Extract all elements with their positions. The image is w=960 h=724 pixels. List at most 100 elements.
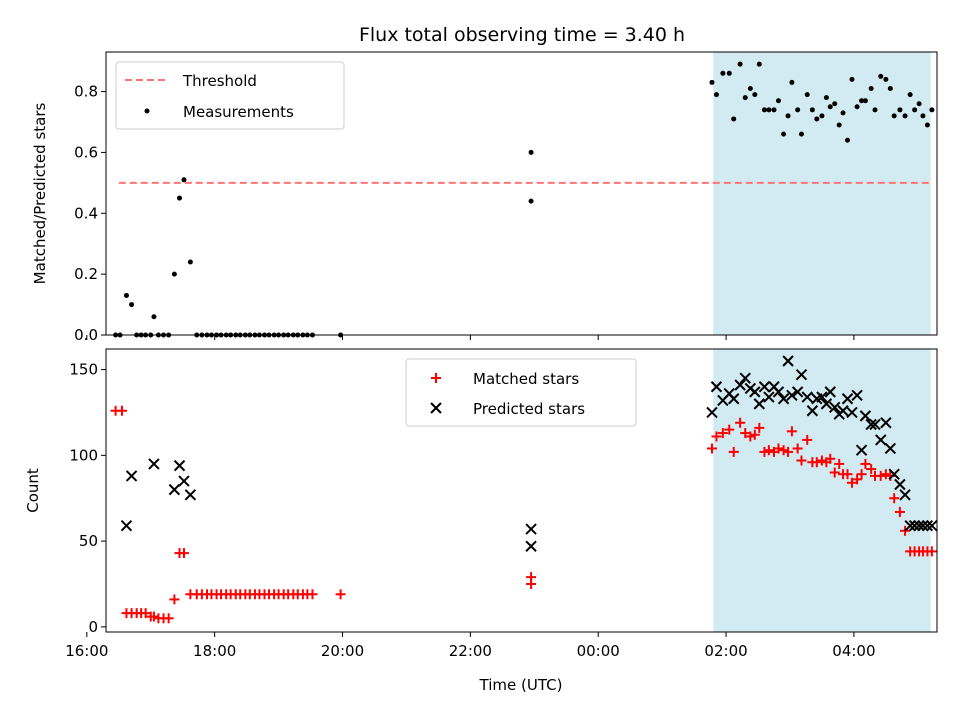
- matched-stars-point: [866, 464, 877, 475]
- matched-stars-point: [735, 417, 746, 428]
- measurement-point: [916, 101, 922, 107]
- top-axis-ticks: 0.0 0.2 0.4 0.6 0.8: [74, 83, 855, 344]
- predicted-stars-point: [824, 386, 836, 398]
- predicted-stars-point: [875, 434, 887, 446]
- predicted-stars-point: [782, 355, 794, 367]
- measurement-point: [836, 122, 842, 128]
- measurement-point: [752, 92, 758, 98]
- predicted-stars-point: [184, 489, 197, 501]
- measurement-point: [726, 70, 732, 76]
- bottom-xtick-label: 22:00: [449, 642, 492, 660]
- predicted-stars-point: [178, 475, 190, 487]
- legend-predicted-swatch: [430, 402, 442, 414]
- measurement-point: [854, 104, 860, 110]
- matched-stars-point: [526, 578, 537, 589]
- bottom-xtick-label: 18:00: [193, 642, 236, 660]
- predicted-stars-point: [908, 519, 921, 532]
- measurement-point: [823, 95, 829, 101]
- top-ytick-label: 0.4: [74, 204, 98, 222]
- matched-stars-point: [717, 428, 728, 439]
- matched-stars-point: [759, 446, 770, 457]
- predicted-stars-point: [884, 442, 897, 455]
- measurement-point: [883, 76, 889, 82]
- measurement-point: [720, 70, 726, 76]
- measurement-point: [761, 107, 767, 113]
- predicted-stars-point: [753, 398, 766, 410]
- matched-stars-point: [786, 426, 797, 437]
- predicted-stars-point: [851, 389, 863, 402]
- bottom-legend-box: [405, 358, 637, 427]
- measurement-point: [177, 195, 183, 201]
- measurement-point: [845, 137, 851, 143]
- predicted-stars-point: [791, 386, 804, 398]
- measurement-point: [887, 86, 893, 92]
- measurement-point: [929, 107, 935, 113]
- top-plot-frame: [105, 51, 938, 336]
- matched-stars-point: [307, 589, 318, 600]
- matched-stars-point: [706, 443, 717, 454]
- measurement-point: [747, 86, 753, 92]
- matched-stars-point: [880, 469, 891, 480]
- matched-stars-point: [900, 525, 911, 536]
- bottom-shaded-span: [713, 349, 931, 632]
- matched-stars-point: [116, 405, 127, 416]
- matched-stars-point: [711, 431, 722, 442]
- top-legend-box: [115, 61, 345, 130]
- predicted-stars-point: [899, 489, 911, 501]
- measurement-point: [766, 107, 772, 113]
- measurement-point: [709, 79, 715, 85]
- measurement-point: [756, 61, 762, 67]
- measurement-point: [731, 116, 737, 122]
- predicted-stars-point: [758, 381, 771, 393]
- legend-threshold-label: Threshold: [182, 72, 257, 90]
- measurement-point: [868, 86, 874, 92]
- matched-stars-point: [148, 611, 159, 622]
- bottom-ytick-label: 150: [69, 361, 98, 379]
- measurement-point: [819, 113, 825, 119]
- measurement-point: [528, 198, 534, 204]
- matched-stars-point: [842, 469, 853, 480]
- measurement-point: [129, 302, 135, 308]
- matched-stars-point: [792, 443, 803, 454]
- predicted-stars-point: [148, 458, 160, 470]
- predicted-stars-point: [820, 398, 833, 410]
- predicted-stars-point: [888, 468, 900, 480]
- predicted-stars-point: [763, 391, 775, 403]
- predicted-stars-point: [795, 369, 808, 381]
- predicted-stars-point: [168, 483, 181, 496]
- measurement-point: [859, 98, 865, 104]
- matched-stars-point: [745, 431, 756, 442]
- predicted-stars-point: [921, 519, 934, 532]
- predicted-stars-point: [786, 389, 798, 402]
- predicted-stars-point: [525, 540, 537, 552]
- legend-measurements-swatch: [144, 108, 150, 114]
- bottom-plot-frame: [105, 348, 938, 633]
- bottom-series-points: [110, 355, 938, 624]
- matched-stars-point: [335, 589, 346, 600]
- measurement-point: [809, 107, 815, 113]
- predicted-stars-point: [913, 519, 925, 532]
- measurement-point: [713, 92, 719, 98]
- matched-stars-point: [728, 446, 739, 457]
- measurement-point: [742, 95, 748, 101]
- predicted-stars-point: [120, 519, 133, 532]
- matched-stars-point: [894, 506, 905, 517]
- matched-stars-point: [802, 434, 813, 445]
- predicted-stars-point: [739, 372, 751, 384]
- matched-stars-point: [811, 457, 822, 468]
- legend-matched-swatch: [431, 373, 441, 383]
- top-shaded-span: [713, 52, 931, 335]
- bottom-legend: Matched stars Predicted stars: [405, 358, 637, 427]
- predicted-stars-point: [525, 523, 537, 535]
- measurement-point: [187, 259, 193, 265]
- matched-stars-point: [169, 594, 180, 605]
- measurement-point: [528, 149, 534, 155]
- top-ytick-label: 0.8: [74, 83, 98, 101]
- matched-stars-point: [816, 455, 827, 466]
- legend-predicted-label: Predicted stars: [473, 400, 585, 418]
- predicted-stars-point: [710, 381, 723, 393]
- measurement-point: [775, 98, 781, 104]
- legend-plus-marker: [431, 373, 441, 383]
- predicted-stars-point: [706, 406, 718, 419]
- matched-stars-point: [825, 453, 836, 464]
